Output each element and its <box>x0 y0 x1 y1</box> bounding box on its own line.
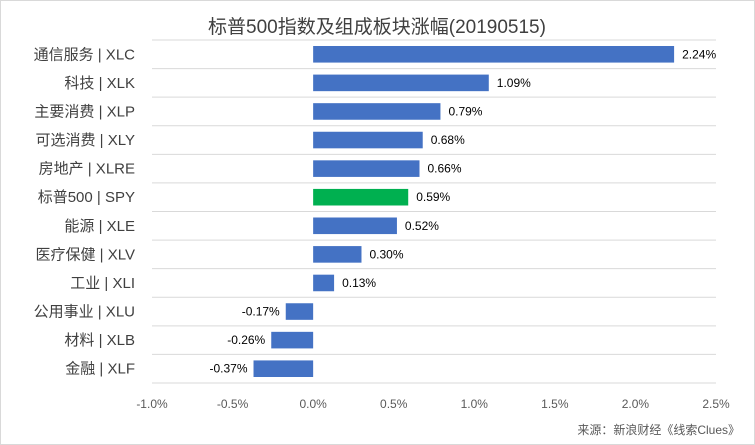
bar <box>313 160 420 177</box>
category-label: 通信服务 | XLC <box>34 46 136 63</box>
category-labels: 通信服务 | XLC 科技 | XLK 主要消费 | XLP 可选消费 | XLY 房地… <box>34 46 136 377</box>
source-note: 来源：新浪财经《线索Clues》 <box>577 422 740 437</box>
category-label: 主要消费 | XLP <box>34 103 135 120</box>
x-tick-label: 2.0% <box>622 397 650 411</box>
bar <box>271 331 314 349</box>
category-label: 可选消费 | XLY <box>36 132 135 149</box>
data-label: -0.26% <box>227 333 265 347</box>
x-tick-label: 1.0% <box>461 397 489 411</box>
data-label: 0.59% <box>416 190 450 204</box>
x-tick-label: 0.0% <box>299 397 327 411</box>
gridlines <box>152 39 716 384</box>
data-label: 0.13% <box>342 276 376 290</box>
bar <box>313 274 335 292</box>
category-label: 公用事业 | XLU <box>34 304 135 321</box>
bar <box>313 246 362 263</box>
chart-title: 标普500指数及组成板块涨幅(20190515) <box>208 16 546 38</box>
data-label: 2.24% <box>682 47 716 61</box>
category-label: 材料 | XLB <box>64 332 135 349</box>
data-label: -0.17% <box>242 305 280 319</box>
x-tick-label: 1.5% <box>541 397 569 411</box>
bar <box>313 103 441 120</box>
bar <box>313 46 675 63</box>
data-label: 1.09% <box>497 76 531 90</box>
data-labels: 2.24% 1.09% 0.79% 0.68% 0.66% 0.59% 0.52%0.30%… <box>209 47 716 375</box>
bar <box>313 188 409 206</box>
x-tick-labels: -1.0% -0.5% 0.0% 0.5% 1.0% 1.5% 2.0% 2.5% <box>136 397 730 411</box>
category-label: 医疗保健 | XLV <box>36 246 135 263</box>
bar <box>313 217 397 235</box>
category-label: 科技 | XLK <box>64 75 135 92</box>
bar <box>285 303 314 320</box>
bar <box>253 360 314 377</box>
data-label: 0.30% <box>369 247 403 261</box>
data-label: 0.79% <box>448 104 482 118</box>
x-tick-label: -0.5% <box>217 397 249 411</box>
data-label: -0.37% <box>209 362 247 376</box>
x-tick-label: 2.5% <box>702 397 730 411</box>
bar <box>313 74 489 92</box>
x-tick-label: -1.0% <box>136 397 168 411</box>
category-label: 房地产 | XLRE <box>39 161 135 178</box>
category-label: 标普500 | SPY <box>38 189 135 206</box>
bars <box>253 46 675 377</box>
data-label: 0.66% <box>427 162 461 176</box>
data-label: 0.52% <box>405 219 439 233</box>
bar <box>313 131 423 149</box>
category-label: 金融 | XLF <box>65 361 135 378</box>
category-label: 工业 | XLI <box>70 275 135 292</box>
x-tick-label: 0.5% <box>380 397 408 411</box>
category-label: 能源 | XLE <box>64 218 135 235</box>
data-label: 0.68% <box>431 133 465 147</box>
